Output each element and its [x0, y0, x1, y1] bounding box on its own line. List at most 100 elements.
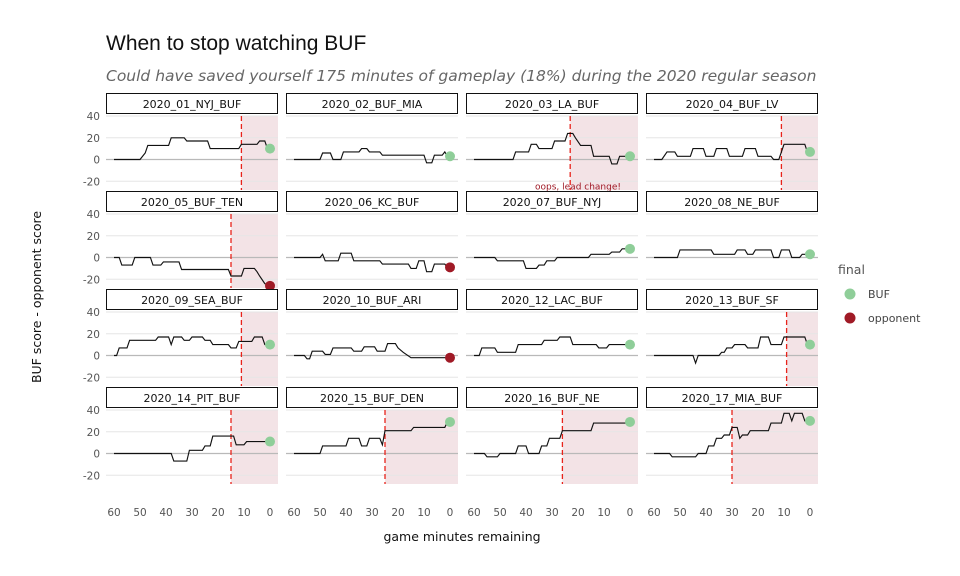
- shaded-region: [241, 116, 278, 190]
- facet-strip-label: 2020_05_BUF_TEN: [141, 196, 243, 209]
- x-tick-label: 10: [777, 507, 790, 519]
- legend-title: final: [838, 262, 865, 277]
- final-point: [445, 262, 455, 273]
- x-tick-label: 20: [571, 507, 584, 519]
- facet-strip: [466, 289, 638, 310]
- x-tick-label: 40: [699, 507, 712, 519]
- y-tick-label: -20: [83, 470, 100, 482]
- x-tick-label: 50: [673, 507, 686, 519]
- facet-panels: 40 20 0 -20 2020_01_NYJ_BUF 2020_02_BUF_MIA 20…: [83, 93, 818, 484]
- x-tick-label: 20: [391, 507, 404, 519]
- chart-subtitle: Could have saved yourself 175 minutes of…: [106, 67, 816, 85]
- legend: final BUF opponent: [838, 262, 921, 325]
- y-tick-label: 0: [93, 253, 100, 265]
- facet-strip-label: 2020_14_PIT_BUF: [143, 392, 240, 405]
- facet-panel: 40 20 0 -20 2020_14_PIT_BUF: [83, 387, 278, 484]
- final-point: [265, 143, 275, 154]
- x-tick-label: 40: [339, 507, 352, 519]
- x-tick-label: 10: [417, 507, 430, 519]
- x-tick-label: 50: [133, 507, 146, 519]
- y-axis-label: BUF score - opponent score: [29, 211, 44, 383]
- facet-strip: [106, 289, 278, 310]
- x-tick-label: 0: [807, 507, 814, 519]
- facet-strip-label: 2020_08_NE_BUF: [684, 196, 780, 209]
- chart-title: When to stop watching BUF: [106, 32, 366, 55]
- final-point: [625, 151, 635, 162]
- score-diff-line: [654, 336, 810, 365]
- facet-strip: [286, 93, 458, 114]
- score-diff-line: [474, 248, 630, 269]
- facet-strip-label: 2020_13_BUF_SF: [685, 294, 779, 307]
- x-tick-label: 30: [725, 507, 738, 519]
- facet-panel: 2020_02_BUF_MIA: [286, 93, 458, 182]
- facet-strip-label: 2020_06_KC_BUF: [325, 196, 420, 209]
- facet-strip: [466, 191, 638, 212]
- facet-panel: 2020_06_KC_BUF: [286, 191, 458, 280]
- y-tick-label: 40: [87, 209, 100, 221]
- facet-panel: 2020_12_LAC_BUF: [466, 289, 638, 378]
- facet-strip: [286, 289, 458, 310]
- score-diff-line: [654, 412, 810, 458]
- facet-panel: 2020_13_BUF_SF: [646, 289, 818, 386]
- facet-panel: 40 20 0 -20 2020_01_NYJ_BUF: [83, 93, 278, 190]
- final-point: [445, 416, 455, 427]
- final-point: [265, 280, 275, 291]
- shaded-region: [241, 312, 278, 386]
- score-diff-line: [114, 336, 270, 357]
- facet-strip-label: 2020_17_MIA_BUF: [682, 392, 783, 405]
- facet-panel: 2020_03_LA_BUF oops, lead change!: [466, 93, 638, 193]
- x-tick-label: 60: [287, 507, 300, 519]
- final-point: [805, 415, 815, 426]
- y-tick-label: 0: [93, 351, 100, 363]
- facet-strip: [646, 387, 818, 408]
- x-tick-label: 40: [519, 507, 532, 519]
- facet-strip: [106, 191, 278, 212]
- facet-strip: [646, 289, 818, 310]
- score-diff-line: [114, 435, 270, 462]
- score-diff-line: [294, 343, 450, 360]
- legend-label: BUF: [868, 288, 890, 301]
- facet-strip-label: 2020_03_LA_BUF: [505, 98, 599, 111]
- x-tick-label: 30: [545, 507, 558, 519]
- shaded-region: [231, 410, 278, 484]
- facet-panel: 2020_04_BUF_LV: [646, 93, 818, 190]
- final-point: [625, 339, 635, 350]
- y-tick-label: 0: [93, 449, 100, 461]
- y-tick-label: 20: [87, 329, 100, 341]
- y-tick-label: 40: [87, 405, 100, 417]
- x-tick-label: 20: [751, 507, 764, 519]
- final-point: [805, 146, 815, 157]
- facet-strip: [106, 93, 278, 114]
- score-diff-line: [654, 249, 810, 259]
- facet-panel: 40 20 0 -20 2020_05_BUF_TEN: [83, 191, 278, 291]
- x-axis-ticks: 60 50 40 30 20 10 0 60 50 40 30 20 10 0 60 50 40 30 20 10 0 6…: [107, 507, 813, 519]
- x-tick-label: 50: [493, 507, 506, 519]
- legend-key: [844, 312, 856, 324]
- x-tick-label: 0: [267, 507, 274, 519]
- x-tick-label: 60: [467, 507, 480, 519]
- x-tick-label: 20: [211, 507, 224, 519]
- final-point: [625, 243, 635, 254]
- final-point: [625, 416, 635, 427]
- facet-strip-label: 2020_09_SEA_BUF: [141, 294, 243, 307]
- x-tick-label: 30: [365, 507, 378, 519]
- facet-strip: [466, 93, 638, 114]
- facet-strip-label: 2020_01_NYJ_BUF: [143, 98, 242, 111]
- x-tick-label: 0: [627, 507, 634, 519]
- score-diff-line: [114, 256, 271, 287]
- final-point: [805, 339, 815, 350]
- score-diff-line: [294, 148, 450, 164]
- y-tick-label: 20: [87, 133, 100, 145]
- y-tick-label: -20: [83, 274, 100, 286]
- facet-strip-label: 2020_10_BUF_ARI: [323, 294, 422, 307]
- score-diff-line: [294, 421, 450, 455]
- y-tick-label: 40: [87, 307, 100, 319]
- x-tick-label: 60: [107, 507, 120, 519]
- shaded-region: [732, 410, 818, 484]
- score-diff-line: [474, 336, 630, 357]
- facet-panel: 2020_15_BUF_DEN: [286, 387, 458, 484]
- facet-strip-label: 2020_15_BUF_DEN: [320, 392, 424, 405]
- final-point: [445, 352, 455, 363]
- legend-key: [844, 288, 856, 300]
